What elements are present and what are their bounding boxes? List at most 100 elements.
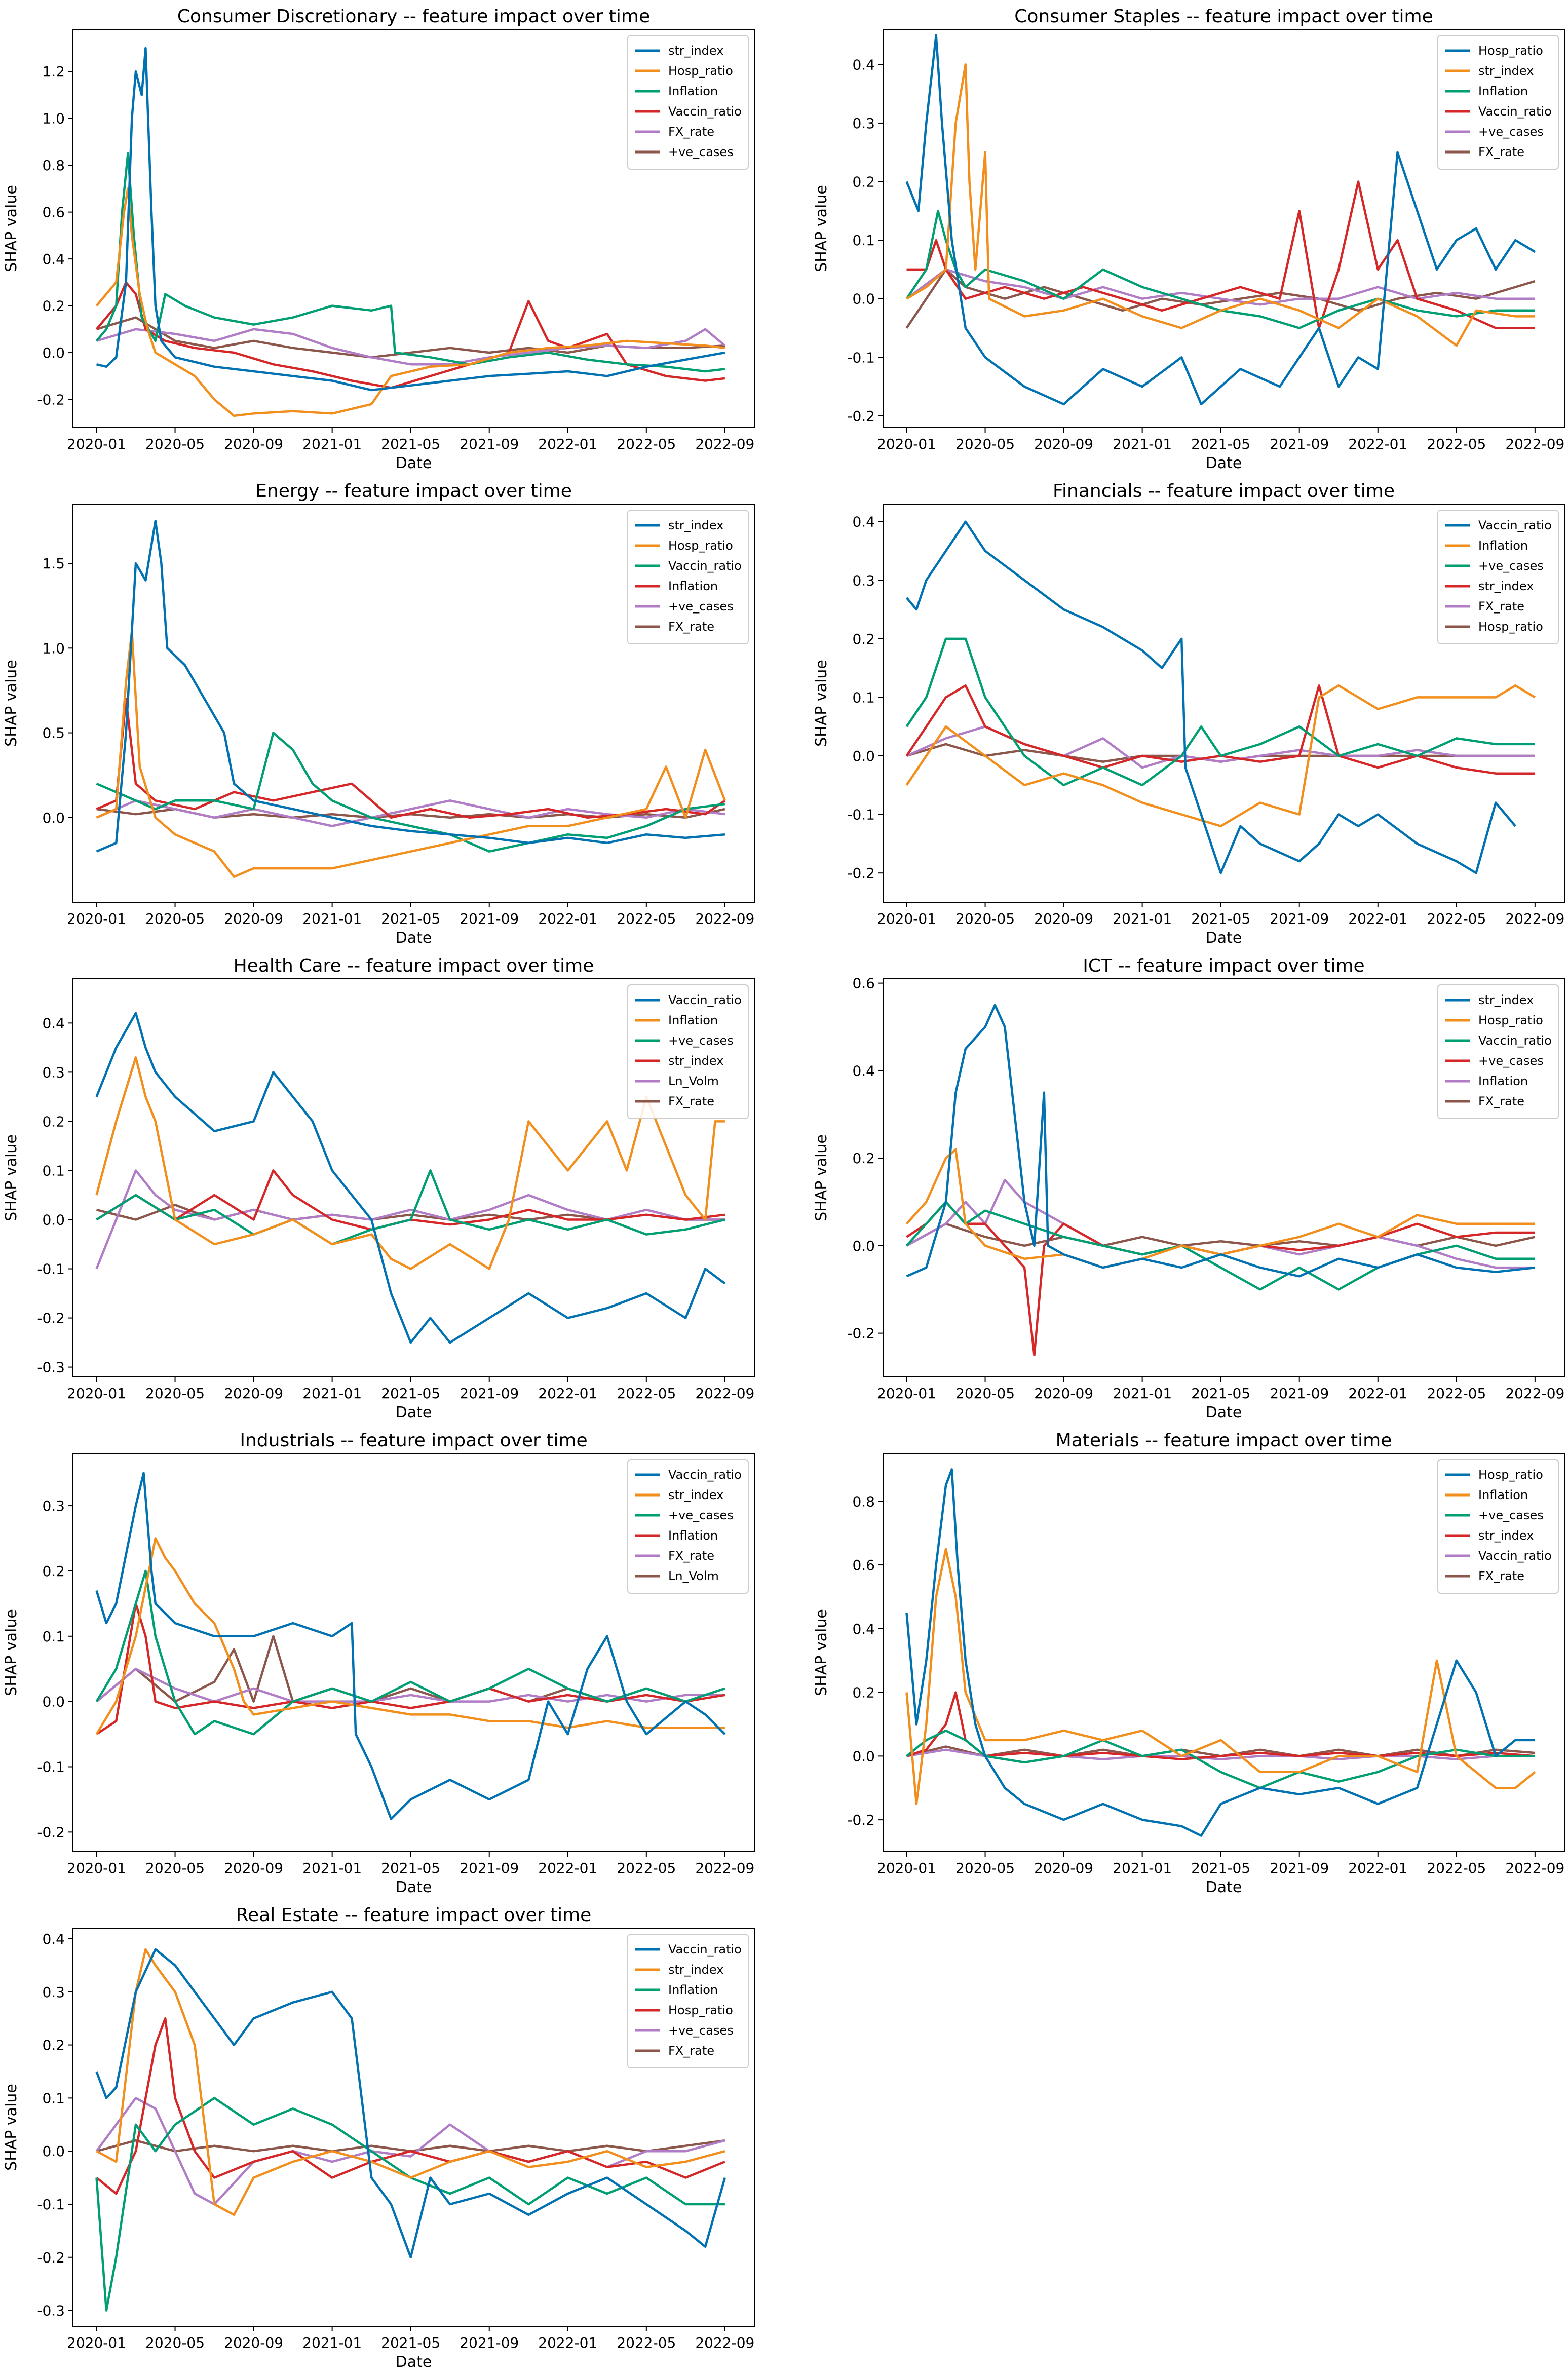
chart-title: Real Estate -- feature impact over time xyxy=(236,1905,592,1926)
series-line-str_index xyxy=(906,1004,1536,1278)
y-tick-label: 0.3 xyxy=(852,115,875,132)
x-axis-label: Date xyxy=(396,1878,432,1896)
series-line-+ve_cases xyxy=(905,637,1535,787)
series-group xyxy=(905,1468,1536,1837)
x-tick-label: 2021-05 xyxy=(381,1860,440,1876)
legend-label: str_index xyxy=(1478,1528,1534,1543)
chart-panel-6: ICT -- feature impact over time -0.2 0.0 0.… xyxy=(813,955,1565,1422)
y-tick-label: 0.0 xyxy=(42,344,65,361)
x-axis-label: Date xyxy=(396,1404,432,1422)
series-line-str_index xyxy=(905,684,1535,775)
x-tick-label: 2021-05 xyxy=(381,2334,440,2351)
y-tick-label: -0.2 xyxy=(847,865,875,881)
series-line-+ve_cases xyxy=(906,1201,1535,1357)
series-line-Vaccin_ratio xyxy=(905,1201,1535,1291)
y-axis-label: SHAP value xyxy=(3,2084,20,2171)
y-tick-label: 0.1 xyxy=(852,689,875,706)
y-tick-label: 0.4 xyxy=(42,251,65,267)
x-tick-label: 2021-05 xyxy=(381,1385,440,1402)
legend-label: +ve_cases xyxy=(668,1033,734,1048)
series-line-Vaccin_ratio xyxy=(906,180,1535,329)
y-tick-label: 0.1 xyxy=(852,232,875,249)
legend-label: Vaccin_ratio xyxy=(668,993,742,1007)
series-line-FX_rate xyxy=(906,1222,1536,1247)
series-line-Inflation xyxy=(905,684,1536,827)
plot-frame xyxy=(883,29,1565,428)
x-tick-label: 2020-05 xyxy=(955,436,1015,452)
series-line-Vaccin_ratio xyxy=(95,1472,726,1820)
y-tick-label: 0.1 xyxy=(42,1628,65,1645)
legend-label: str_index xyxy=(1478,993,1534,1007)
chart-title: Financials -- feature impact over time xyxy=(1053,481,1395,502)
chart-title: Health Care -- feature impact over time xyxy=(234,955,594,976)
chart-title: Consumer Discretionary -- feature impact… xyxy=(177,6,650,27)
x-axis-label: Date xyxy=(1206,1404,1242,1422)
x-tick-label: 2021-01 xyxy=(1113,1385,1172,1402)
y-tick-label: 0.8 xyxy=(42,157,65,174)
series-line-str_index xyxy=(906,63,1535,347)
y-tick-label: 0.6 xyxy=(42,204,65,221)
x-tick-label: 2021-01 xyxy=(302,436,362,452)
y-tick-label: -0.2 xyxy=(37,2249,65,2266)
legend-label: Inflation xyxy=(668,1013,718,1027)
y-tick-label: 0.3 xyxy=(42,1498,65,1514)
legend-label: +ve_cases xyxy=(668,1508,734,1522)
x-tick-label: 2020-09 xyxy=(224,1385,283,1402)
y-tick-label: -0.2 xyxy=(37,392,65,408)
legend-label: Vaccin_ratio xyxy=(668,104,742,119)
x-axis-label: Date xyxy=(1206,454,1242,472)
legend-label: Inflation xyxy=(668,1983,718,1997)
legend-label: Hosp_ratio xyxy=(668,539,733,553)
y-tick-label: 0.4 xyxy=(852,1062,875,1079)
y-tick-label: -0.1 xyxy=(847,349,875,366)
series-line-Vaccin_ratio xyxy=(96,732,725,853)
chart-title: Energy -- feature impact over time xyxy=(255,481,572,502)
x-tick-label: 2022-01 xyxy=(538,1385,597,1402)
legend-label: +ve_cases xyxy=(1478,125,1544,139)
y-tick-label: 1.0 xyxy=(42,640,65,657)
chart-panel-9: Real Estate -- feature impact over time -… xyxy=(3,1905,755,2371)
x-tick-label: 2022-09 xyxy=(695,1860,754,1876)
x-tick-label: 2020-01 xyxy=(67,1860,126,1876)
legend-label: FX_rate xyxy=(1478,1094,1524,1108)
y-axis-label: SHAP value xyxy=(3,1134,20,1221)
y-tick-label: -0.1 xyxy=(37,2196,65,2213)
series-line-FX_rate xyxy=(96,328,726,366)
legend-label: str_index xyxy=(1478,64,1534,78)
x-tick-label: 2021-05 xyxy=(1191,1860,1250,1876)
series-line-Inflation xyxy=(95,2097,725,2312)
plot-frame xyxy=(883,504,1565,903)
chart-panel-8: Materials -- feature impact over time -0.… xyxy=(813,1430,1565,1896)
y-tick-label: 0.2 xyxy=(852,631,875,647)
y-tick-label: 0.1 xyxy=(42,1162,65,1179)
y-tick-label: -0.2 xyxy=(847,1325,875,1342)
x-tick-label: 2021-05 xyxy=(381,436,440,452)
legend-label: Hosp_ratio xyxy=(1478,1468,1543,1482)
y-tick-label: 0.4 xyxy=(42,1931,65,1947)
y-tick-label: 0.5 xyxy=(42,725,65,742)
x-tick-label: 2022-09 xyxy=(695,910,754,927)
y-tick-label: 0.0 xyxy=(42,2143,65,2160)
legend-label: FX_rate xyxy=(668,620,714,634)
x-tick-label: 2020-05 xyxy=(955,910,1015,927)
series-line-+ve_cases xyxy=(95,1569,725,1736)
series-group xyxy=(95,1948,726,2312)
x-tick-label: 2020-05 xyxy=(955,1385,1015,1402)
x-tick-label: 2022-05 xyxy=(1427,1385,1486,1402)
y-tick-label: 1.2 xyxy=(42,63,65,80)
legend-label: +ve_cases xyxy=(1478,1508,1544,1522)
y-tick-label: 0.0 xyxy=(42,1211,65,1228)
plot-frame xyxy=(883,1453,1565,1852)
legend-label: Vaccin_ratio xyxy=(668,1468,742,1482)
legend-label: FX_rate xyxy=(668,125,714,139)
legend-label: str_index xyxy=(668,1963,723,1977)
x-tick-label: 2021-09 xyxy=(460,1860,519,1876)
series-line-Vaccin_ratio xyxy=(95,1948,726,2259)
plot-frame xyxy=(72,1928,755,2327)
x-tick-label: 2021-09 xyxy=(1270,436,1329,452)
x-tick-label: 2021-09 xyxy=(460,1385,519,1402)
legend-box xyxy=(1437,984,1559,1119)
plot-frame xyxy=(72,1453,755,1852)
legend-label: Hosp_ratio xyxy=(668,64,733,78)
plot-frame xyxy=(883,978,1565,1377)
